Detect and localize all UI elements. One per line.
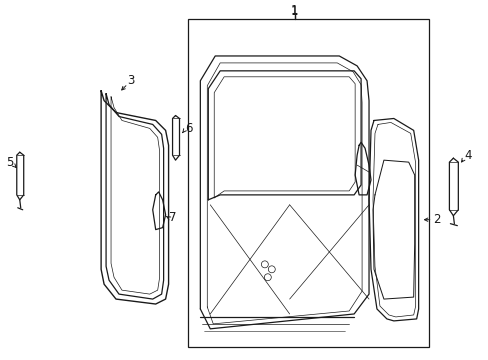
Text: 1: 1 [290,4,298,17]
Text: 3: 3 [127,74,134,87]
Text: 1: 1 [290,5,298,18]
Text: 4: 4 [464,149,471,162]
Text: 6: 6 [184,122,192,135]
Bar [188,19,427,347]
Text: 7: 7 [168,211,176,224]
Text: 2: 2 [432,213,439,226]
Text: 5: 5 [6,156,14,168]
